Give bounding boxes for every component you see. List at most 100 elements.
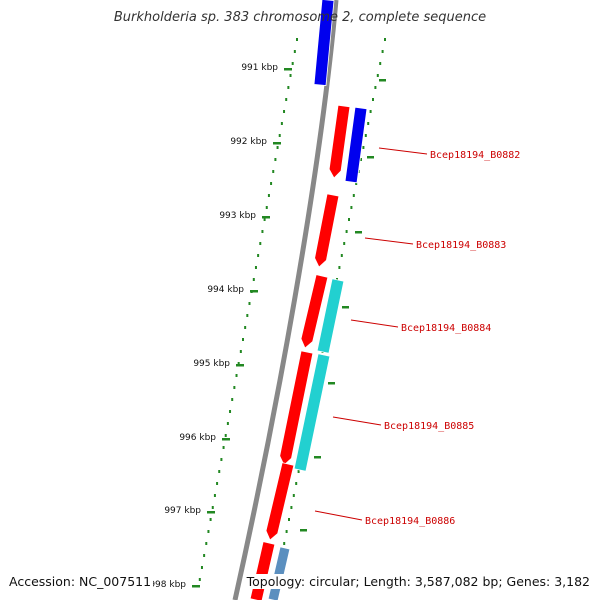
inner-ring-dot (205, 542, 208, 545)
inner-ring-dot (276, 146, 279, 149)
outer-ring-dot (360, 158, 362, 161)
outer-ring-dot (343, 242, 346, 245)
outer-ring-dot (379, 62, 382, 65)
tick-mark (192, 585, 200, 588)
inner-ring-dot (270, 182, 273, 185)
tick-mark (236, 364, 244, 367)
outer-ring-dot (376, 74, 379, 77)
outer-ring-dot (362, 146, 365, 149)
tick-label: 998 kbp (149, 580, 186, 590)
gene-feature-reverse[interactable] (344, 106, 368, 184)
inner-ring-dot (287, 86, 290, 89)
outer-ring-dot (369, 110, 372, 113)
inner-ring-dot (280, 122, 283, 125)
tick-mark (273, 142, 281, 145)
inner-ring-dot (248, 302, 251, 305)
inner-ring-dot (246, 314, 249, 317)
gene-feature-forward[interactable] (265, 462, 295, 541)
gene-label[interactable]: Bcep18194_B0883 (416, 240, 506, 251)
inner-ring-dot (278, 134, 281, 137)
gene-feature-reverse[interactable] (293, 353, 331, 472)
outer-ring-dot (374, 86, 377, 89)
backbone-line (232, 0, 339, 600)
label-leader-line (332, 416, 382, 426)
inner-ring-dot (289, 74, 292, 77)
inner-ring-dot (222, 446, 225, 449)
inner-ring-dot (211, 506, 214, 509)
inner-ring-dot (244, 326, 247, 329)
inner-ring-dot (252, 278, 255, 281)
tick-label: 997 kbp (164, 506, 201, 516)
gene-label[interactable]: Bcep18194_B0885 (384, 421, 474, 432)
inner-ring-dot (200, 566, 203, 569)
label-leader-line (378, 147, 428, 155)
inner-ring-dot (224, 434, 227, 437)
inner-ring-dot (216, 482, 219, 485)
outer-ring-dot (367, 122, 370, 125)
inner-ring-dot (296, 38, 298, 41)
tick-mark (284, 68, 292, 71)
inner-ring-dot (207, 530, 210, 533)
inner-ring-dot (274, 158, 277, 161)
label-leader-line (364, 237, 414, 245)
inner-ring-dot (272, 170, 275, 173)
outer-tick-mark (367, 156, 374, 159)
tick-label: 993 kbp (219, 211, 256, 221)
gene-label[interactable]: Bcep18194_B0884 (401, 323, 491, 334)
tick-label: 992 kbp (230, 137, 267, 147)
outer-ring-dot (340, 254, 343, 257)
inner-ring-dot (265, 206, 268, 209)
inner-ring-dot (203, 554, 206, 557)
outer-ring-dot (290, 506, 293, 509)
inner-ring-dot (254, 266, 257, 269)
gene-feature-forward[interactable] (328, 104, 351, 179)
tick-mark (262, 216, 270, 219)
inner-ring-dot (267, 194, 270, 197)
accession-text: Accession: NC_007511 (7, 574, 154, 589)
outer-ring-dot (345, 230, 348, 233)
tick-label: 995 kbp (193, 359, 230, 369)
gene-feature-reverse[interactable] (316, 278, 345, 354)
tick-mark (222, 438, 230, 441)
inner-ring-dot (283, 110, 286, 113)
label-leader-line (314, 510, 363, 521)
topology-text: Topology: circular; Length: 3,587,082 bp… (244, 574, 592, 589)
outer-tick-mark (342, 306, 349, 309)
inner-ring-dot (209, 518, 212, 521)
tick-mark (207, 511, 215, 514)
gene-feature-reverse[interactable] (313, 0, 335, 86)
outer-ring-dot (350, 206, 353, 209)
inner-ring-dot (213, 494, 216, 497)
tick-label: 991 kbp (241, 63, 278, 73)
inner-ring-dot (220, 458, 223, 461)
inner-ring-dot (259, 242, 262, 245)
tick-label: 994 kbp (207, 285, 244, 295)
outer-ring-dot (295, 482, 298, 485)
gene-feature-forward[interactable] (300, 274, 329, 349)
gene-feature-forward[interactable] (279, 350, 314, 466)
tick-label: 996 kbp (179, 433, 216, 443)
inner-ring-dot (291, 62, 294, 65)
outer-tick-mark (379, 79, 386, 82)
outer-tick-mark (314, 456, 321, 459)
outer-ring-dot (285, 530, 288, 533)
inner-ring-dot (229, 410, 232, 413)
outer-ring-dot (338, 266, 341, 269)
outer-ring-dot (381, 50, 384, 53)
gene-feature-forward[interactable] (314, 193, 340, 268)
gene-label[interactable]: Bcep18194_B0882 (430, 150, 520, 161)
inner-ring-dot (233, 386, 236, 389)
tick-mark (250, 290, 258, 293)
gene-label[interactable]: Bcep18194_B0886 (365, 516, 455, 527)
outer-tick-mark (328, 382, 335, 385)
outer-ring-dot (283, 542, 286, 545)
outer-tick-mark (300, 529, 307, 532)
outer-ring-dot (384, 38, 386, 41)
inner-ring-dot (226, 422, 229, 425)
inner-ring-dot (235, 374, 238, 377)
outer-ring-dot (372, 98, 374, 101)
outer-ring-dot (288, 518, 290, 521)
outer-tick-mark (355, 231, 362, 234)
